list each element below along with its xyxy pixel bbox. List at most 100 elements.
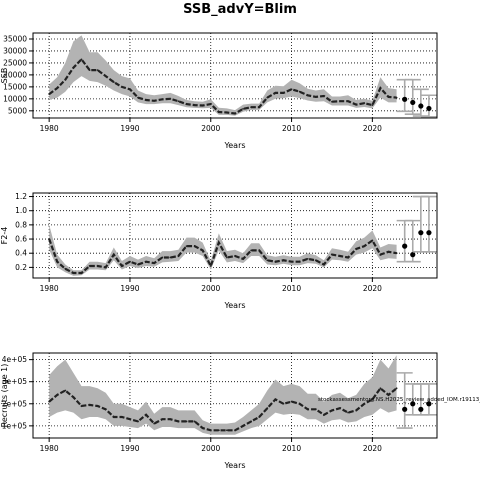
estimate-point (290, 260, 293, 263)
estimate-point (145, 99, 148, 101)
estimate-point (250, 420, 253, 423)
estimate-point (201, 427, 204, 429)
estimate-point (331, 253, 333, 256)
estimate-point (48, 93, 51, 95)
estimate-point (379, 253, 382, 256)
estimate-point (339, 100, 341, 103)
estimate-point (56, 260, 59, 263)
panel-3: 1980 1990 2000 2010 2020 1e+05 2e+05 3e+05 4e+05… (0, 352, 480, 470)
panel-1: 1980 1990 2000 2010 2020 5000 10000 15000 20000 2… (0, 32, 438, 150)
projection-point (426, 105, 432, 112)
estimate-point (56, 87, 59, 89)
estimate-point (201, 249, 204, 252)
estimate-point (112, 253, 115, 256)
y-tick-label: 30000 (3, 46, 27, 55)
estimate-point (161, 418, 164, 421)
estimate-point (234, 255, 236, 257)
estimate-point (363, 102, 366, 105)
estimate-point (137, 263, 139, 266)
x-tick-label: 2010 (282, 124, 301, 133)
estimate-point (72, 66, 75, 69)
estimate-point (371, 398, 374, 401)
estimate-point (290, 88, 293, 91)
y-tick-label: 4e+05 (2, 355, 27, 364)
estimate-point (322, 95, 325, 97)
estimate-point (234, 112, 236, 115)
estimate-point (217, 429, 220, 432)
y-tick-label: 10000 (3, 94, 27, 103)
estimate-point (104, 75, 107, 77)
projection-point (410, 252, 416, 258)
y-tick-label: 1e+05 (2, 421, 27, 430)
estimate-point (161, 98, 164, 101)
estimate-point (387, 394, 390, 396)
x-tick-label: 2010 (282, 444, 301, 453)
estimate-line (48, 386, 398, 432)
estimate-point (153, 99, 156, 102)
estimate-point (331, 100, 333, 103)
estimate-point (242, 257, 244, 260)
estimate-point (363, 402, 366, 405)
estimate-point (266, 407, 269, 410)
estimate-point (137, 420, 139, 423)
x-tick-label: 1990 (120, 284, 139, 293)
estimate-point (379, 87, 382, 89)
estimate-point (112, 416, 115, 418)
estimate-point (322, 413, 325, 416)
estimate-point (137, 96, 139, 99)
estimate-point (242, 108, 244, 110)
estimate-point (347, 411, 350, 414)
y-tick-label: 3e+05 (2, 377, 27, 386)
estimate-point (161, 256, 164, 259)
y-tick-label: 35000 (3, 34, 27, 43)
estimate-point (217, 111, 220, 113)
estimate-point (120, 85, 123, 88)
estimate-point (80, 405, 83, 407)
projection-point (418, 103, 424, 109)
estimate-point (314, 96, 317, 98)
estimate-point (96, 69, 99, 72)
estimate-point (64, 267, 67, 270)
estimate-point (395, 387, 398, 390)
chart-annotation: stockassessmentorg.NS.H2025_review_added… (318, 397, 480, 403)
estimate-point (169, 97, 172, 100)
estimate-point (355, 103, 358, 106)
estimate-point (185, 103, 188, 106)
estimate-point (88, 265, 91, 267)
x-axis-label: Years (223, 141, 245, 150)
y-axis-label: SSB (0, 68, 9, 84)
estimate-point (258, 106, 261, 109)
estimate-point (96, 405, 99, 407)
estimate-point (153, 422, 156, 425)
y-axis-label: Recruits (age 1) (0, 364, 9, 428)
estimate-point (112, 81, 115, 83)
estimate-point (209, 265, 212, 267)
estimate-point (274, 260, 277, 263)
estimate-point (209, 103, 212, 106)
y-tick-label: 0.4 (15, 249, 27, 258)
projection-point (426, 230, 432, 236)
projection-point (402, 406, 408, 412)
estimate-point (395, 96, 398, 99)
estimate-point (306, 94, 309, 97)
y-tick-label: 20000 (3, 70, 27, 79)
panel-2: 1980 1990 2000 2010 2020 0.2 0.4 0.6 0.8 1.0 1.2 Ye… (0, 192, 438, 310)
x-tick-label: 1990 (120, 124, 139, 133)
y-tick-label: 5000 (8, 106, 27, 115)
x-tick-label: 2000 (201, 444, 220, 453)
estimate-point (72, 272, 75, 274)
estimate-point (363, 245, 366, 248)
estimate-point (193, 104, 196, 106)
estimate-point (314, 259, 317, 262)
estimate-point (274, 91, 277, 94)
estimate-point (331, 409, 333, 412)
estimate-point (88, 69, 91, 72)
x-tick-label: 2000 (201, 124, 220, 133)
estimate-point (80, 58, 83, 61)
estimate-point (129, 260, 131, 263)
estimate-point (258, 249, 261, 252)
x-tick-label: 2020 (363, 124, 382, 133)
panel-frame (32, 352, 438, 439)
x-tick-label: 2000 (201, 284, 220, 293)
